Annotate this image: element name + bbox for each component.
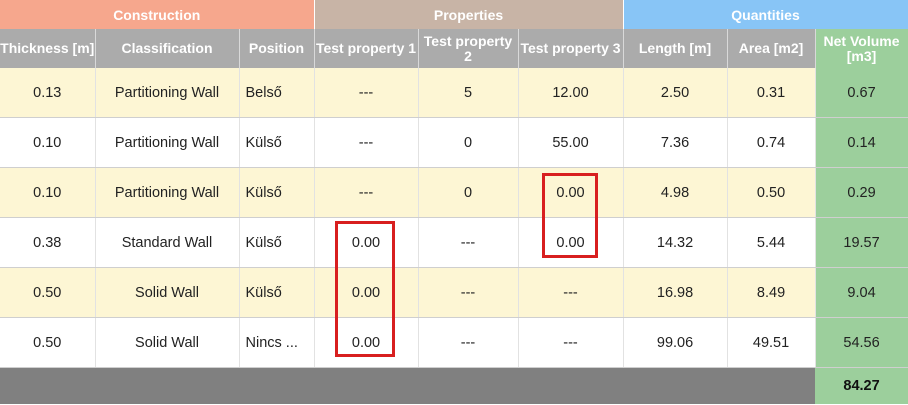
table-row[interactable]: 0.50 Solid Wall Külső 0.00 --- --- 16.98… xyxy=(0,267,908,318)
cell-test-property-2[interactable]: 0 xyxy=(418,117,519,168)
cell-test-property-3[interactable]: 0.00 xyxy=(518,167,624,218)
column-header-position[interactable]: Position xyxy=(239,29,315,68)
cell-test-property-2[interactable]: --- xyxy=(418,267,519,318)
cell-test-property-1[interactable]: 0.00 xyxy=(314,267,419,318)
cell-area[interactable]: 0.50 xyxy=(727,167,816,218)
cell-test-property-1[interactable]: --- xyxy=(314,68,419,118)
cell-thickness[interactable]: 0.38 xyxy=(0,217,96,268)
group-header-row: Construction Properties Quantities xyxy=(0,0,908,29)
cell-length[interactable]: 2.50 xyxy=(623,68,728,118)
cell-length[interactable]: 14.32 xyxy=(623,217,728,268)
cell-area[interactable]: 5.44 xyxy=(727,217,816,268)
cell-test-property-3[interactable]: 0.00 xyxy=(518,217,624,268)
group-header-quantities: Quantities xyxy=(623,0,908,29)
table-row[interactable]: 0.50 Solid Wall Nincs ... 0.00 --- --- 9… xyxy=(0,317,908,368)
summary-spacer xyxy=(0,367,816,404)
table-row[interactable]: 0.13 Partitioning Wall Belső --- 5 12.00… xyxy=(0,68,908,118)
cell-test-property-2[interactable]: 5 xyxy=(418,68,519,118)
cell-position[interactable]: Külső xyxy=(239,167,315,218)
cell-area[interactable]: 8.49 xyxy=(727,267,816,318)
cell-classification[interactable]: Solid Wall xyxy=(95,317,240,368)
group-header-construction: Construction xyxy=(0,0,315,29)
column-header-test-property-3[interactable]: Test property 3 xyxy=(518,29,624,68)
column-header-net-volume[interactable]: Net Volume [m3] xyxy=(815,29,908,68)
group-header-properties: Properties xyxy=(314,0,624,29)
cell-position[interactable]: Külső xyxy=(239,217,315,268)
cell-position[interactable]: Külső xyxy=(239,267,315,318)
cell-position[interactable]: Nincs ... xyxy=(239,317,315,368)
cell-test-property-3[interactable]: 12.00 xyxy=(518,68,624,118)
cell-length[interactable]: 7.36 xyxy=(623,117,728,168)
cell-test-property-1[interactable]: --- xyxy=(314,117,419,168)
cell-test-property-1[interactable]: 0.00 xyxy=(314,217,419,268)
cell-length[interactable]: 16.98 xyxy=(623,267,728,318)
cell-classification[interactable]: Partitioning Wall xyxy=(95,117,240,168)
cell-thickness[interactable]: 0.50 xyxy=(0,317,96,368)
cell-area[interactable]: 0.31 xyxy=(727,68,816,118)
column-header-test-property-1[interactable]: Test property 1 xyxy=(314,29,419,68)
column-header-length[interactable]: Length [m] xyxy=(623,29,728,68)
cell-test-property-3[interactable]: 55.00 xyxy=(518,117,624,168)
cell-test-property-1[interactable]: --- xyxy=(314,167,419,218)
cell-test-property-3[interactable]: --- xyxy=(518,317,624,368)
cell-net-volume[interactable]: 0.67 xyxy=(815,68,908,118)
table-row[interactable]: 0.38 Standard Wall Külső 0.00 --- 0.00 1… xyxy=(0,217,908,268)
cell-test-property-2[interactable]: --- xyxy=(418,317,519,368)
cell-thickness[interactable]: 0.10 xyxy=(0,167,96,218)
cell-position[interactable]: Külső xyxy=(239,117,315,168)
cell-thickness[interactable]: 0.13 xyxy=(0,68,96,118)
column-header-test-property-2[interactable]: Test property 2 xyxy=(418,29,519,68)
table-row[interactable]: 0.10 Partitioning Wall Külső --- 0 0.00 … xyxy=(0,167,908,218)
cell-test-property-2[interactable]: --- xyxy=(418,217,519,268)
cell-net-volume[interactable]: 9.04 xyxy=(815,267,908,318)
column-header-classification[interactable]: Classification xyxy=(95,29,240,68)
cell-net-volume[interactable]: 0.14 xyxy=(815,117,908,168)
cell-test-property-1[interactable]: 0.00 xyxy=(314,317,419,368)
column-header-thickness[interactable]: Thickness [m] xyxy=(0,29,96,68)
cell-classification[interactable]: Solid Wall xyxy=(95,267,240,318)
cell-net-volume[interactable]: 19.57 xyxy=(815,217,908,268)
cell-test-property-2[interactable]: 0 xyxy=(418,167,519,218)
column-header-row: Thickness [m] Classification Position Te… xyxy=(0,29,908,68)
table-row[interactable]: 0.10 Partitioning Wall Külső --- 0 55.00… xyxy=(0,117,908,168)
cell-classification[interactable]: Standard Wall xyxy=(95,217,240,268)
cell-net-volume[interactable]: 0.29 xyxy=(815,167,908,218)
cell-area[interactable]: 0.74 xyxy=(727,117,816,168)
cell-net-volume[interactable]: 54.56 xyxy=(815,317,908,368)
total-net-volume: 84.27 xyxy=(815,367,908,404)
summary-row: 84.27 xyxy=(0,367,908,404)
cell-position[interactable]: Belső xyxy=(239,68,315,118)
cell-thickness[interactable]: 0.50 xyxy=(0,267,96,318)
cell-length[interactable]: 4.98 xyxy=(623,167,728,218)
cell-thickness[interactable]: 0.10 xyxy=(0,117,96,168)
cell-classification[interactable]: Partitioning Wall xyxy=(95,167,240,218)
cell-area[interactable]: 49.51 xyxy=(727,317,816,368)
cell-classification[interactable]: Partitioning Wall xyxy=(95,68,240,118)
cell-test-property-3[interactable]: --- xyxy=(518,267,624,318)
cell-length[interactable]: 99.06 xyxy=(623,317,728,368)
column-header-area[interactable]: Area [m2] xyxy=(727,29,816,68)
